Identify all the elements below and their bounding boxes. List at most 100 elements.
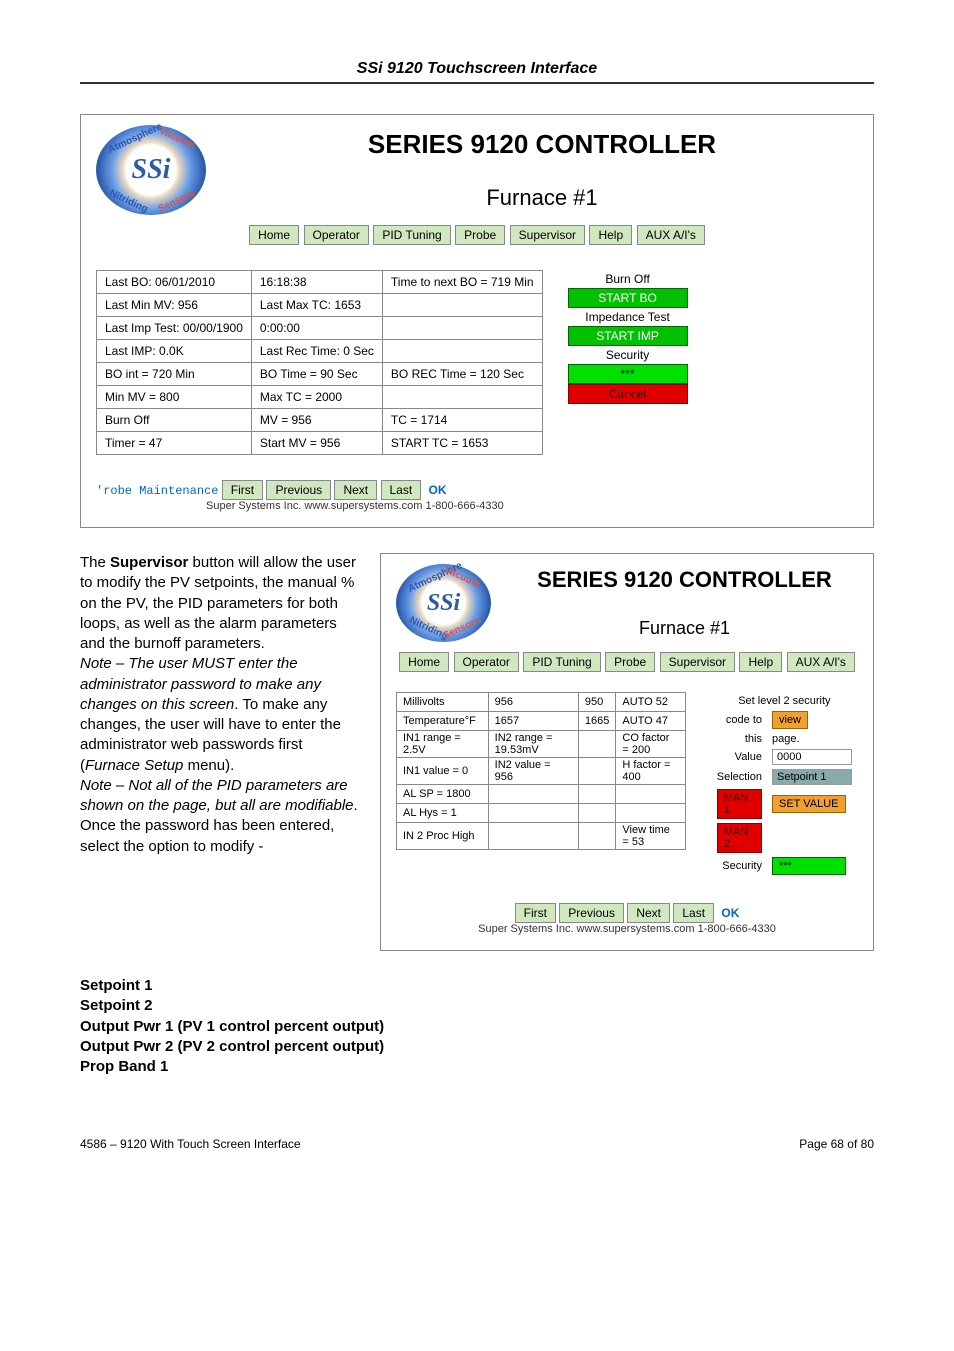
cell xyxy=(488,804,578,823)
cell: H factor = 400 xyxy=(616,758,685,785)
impedance-label: Impedance Test xyxy=(568,308,688,326)
cell: Last Max TC: 1653 xyxy=(251,294,382,317)
this-label: this xyxy=(713,732,766,746)
nav-first[interactable]: First xyxy=(515,903,556,923)
cell: Last BO: 06/01/2010 xyxy=(97,271,252,294)
cell: 16:18:38 xyxy=(251,271,382,294)
nav-pid-tuning[interactable]: PID Tuning xyxy=(523,652,600,672)
view-button[interactable]: view xyxy=(772,711,808,729)
nav-supervisor[interactable]: Supervisor xyxy=(660,652,735,672)
cell: BO REC Time = 120 Sec xyxy=(382,363,542,386)
list-item: Prop Band 1 xyxy=(80,1057,874,1077)
cell xyxy=(616,785,685,804)
footer-left: 4586 – 9120 With Touch Screen Interface xyxy=(80,1137,301,1151)
security-stars[interactable]: *** xyxy=(568,364,688,384)
nav-help[interactable]: Help xyxy=(589,225,632,245)
cell: Last Min MV: 956 xyxy=(97,294,252,317)
text-italic: Note – Not all of the PID parameters are… xyxy=(80,777,354,814)
security-label: Security xyxy=(713,856,766,876)
cell xyxy=(578,785,615,804)
selection-dropdown[interactable]: Setpoint 1 xyxy=(772,769,852,785)
nav-next[interactable]: Next xyxy=(627,903,670,923)
logo-ring-vacuum: Vacuum xyxy=(157,125,196,151)
burnoff-label: Burn Off xyxy=(568,270,688,288)
furnace-title: Furnace #1 xyxy=(511,618,858,639)
nav-ok[interactable]: OK xyxy=(429,483,447,497)
cell xyxy=(382,340,542,363)
man1-button[interactable]: MAN 1 xyxy=(717,789,762,819)
logo-center: SSi xyxy=(427,590,460,617)
man2-button[interactable]: MAN 2 xyxy=(717,823,762,853)
nav-ok[interactable]: OK xyxy=(721,906,739,920)
cell: START TC = 1653 xyxy=(382,432,542,455)
logo-center: SSi xyxy=(132,154,171,186)
text: menu). xyxy=(183,757,234,774)
ssi-logo: Atmosphere Vacuum SSi Nitriding Sensors xyxy=(396,564,491,642)
cell xyxy=(382,294,542,317)
ssi-logo: Atmosphere Vacuum SSi Nitriding Sensors xyxy=(96,125,206,215)
nav-last[interactable]: Last xyxy=(381,480,422,500)
nav-last[interactable]: Last xyxy=(673,903,714,923)
cell: IN 2 Proc High xyxy=(397,823,489,850)
sec-title: Set level 2 security xyxy=(713,694,856,708)
nav-probe[interactable]: Probe xyxy=(605,652,655,672)
start-bo-button[interactable]: START BO xyxy=(568,288,688,308)
cell: 0:00:00 xyxy=(251,317,382,340)
cancel-button[interactable]: Cancel xyxy=(568,384,688,404)
cell: Last IMP: 0.0K xyxy=(97,340,252,363)
page-label: page. xyxy=(768,732,856,746)
cell xyxy=(578,823,615,850)
set-value-button[interactable]: SET VALUE xyxy=(772,795,846,813)
list-item: Setpoint 1 xyxy=(80,976,874,996)
cell xyxy=(382,386,542,409)
series-title: SERIES 9120 CONTROLLER xyxy=(226,129,858,160)
nav-home[interactable]: Home xyxy=(399,652,449,672)
nav-aux[interactable]: AUX A/I's xyxy=(787,652,855,672)
security-controls: Set level 2 security code toview thispag… xyxy=(711,692,858,878)
cell: Timer = 47 xyxy=(97,432,252,455)
value-label: Value xyxy=(713,748,766,766)
probe-maintenance-panel: Atmosphere Vacuum SSi Nitriding Sensors … xyxy=(80,114,874,528)
nav-first[interactable]: First xyxy=(222,480,263,500)
nav-supervisor[interactable]: Supervisor xyxy=(510,225,585,245)
nav-previous[interactable]: Previous xyxy=(266,480,331,500)
supervisor-panel: Atmosphere Vacuum SSi Nitriding Sensors … xyxy=(380,553,874,951)
nav-row: Home Operator PID Tuning Probe Superviso… xyxy=(96,225,858,245)
footer-contact: Super Systems Inc. www.supersystems.com … xyxy=(206,500,858,512)
footer-label: 'robe Maintenance xyxy=(96,484,218,498)
cell: Last Rec Time: 0 Sec xyxy=(251,340,382,363)
furnace-title: Furnace #1 xyxy=(226,185,858,211)
text-bold: Supervisor xyxy=(110,554,188,571)
list-item: Output Pwr 1 (PV 1 control percent outpu… xyxy=(80,1017,874,1037)
cell: AL SP = 1800 xyxy=(397,785,489,804)
value-input[interactable]: 0000 xyxy=(772,749,852,765)
cell xyxy=(616,804,685,823)
nav-aux[interactable]: AUX A/I's xyxy=(637,225,705,245)
logo-ring-atmosphere: Atmosphere xyxy=(106,121,164,156)
start-imp-button[interactable]: START IMP xyxy=(568,326,688,346)
nav-pid-tuning[interactable]: PID Tuning xyxy=(373,225,450,245)
logo-ring-sensors: Sensors xyxy=(441,615,481,642)
doc-title: SSi 9120 Touchscreen Interface xyxy=(80,60,874,84)
nav-probe[interactable]: Probe xyxy=(455,225,505,245)
nav-operator[interactable]: Operator xyxy=(454,652,519,672)
cell xyxy=(578,804,615,823)
cell: 950 xyxy=(578,693,615,712)
supervisor-data-table: Millivolts956950AUTO 52 Temperature°F165… xyxy=(396,692,686,850)
cell xyxy=(488,785,578,804)
text-italic: Furnace Setup xyxy=(85,757,183,774)
cell: Max TC = 2000 xyxy=(251,386,382,409)
nav-help[interactable]: Help xyxy=(739,652,782,672)
cell: 1657 xyxy=(488,712,578,731)
nav-previous[interactable]: Previous xyxy=(559,903,624,923)
security-stars[interactable]: *** xyxy=(772,857,846,875)
cell: TC = 1714 xyxy=(382,409,542,432)
cell: Start MV = 956 xyxy=(251,432,382,455)
cell: Temperature°F xyxy=(397,712,489,731)
nav-next[interactable]: Next xyxy=(334,480,377,500)
nav-home[interactable]: Home xyxy=(249,225,299,245)
cell: 1665 xyxy=(578,712,615,731)
nav-operator[interactable]: Operator xyxy=(304,225,369,245)
cell xyxy=(488,823,578,850)
side-controls: Burn Off START BO Impedance Test START I… xyxy=(568,270,688,404)
